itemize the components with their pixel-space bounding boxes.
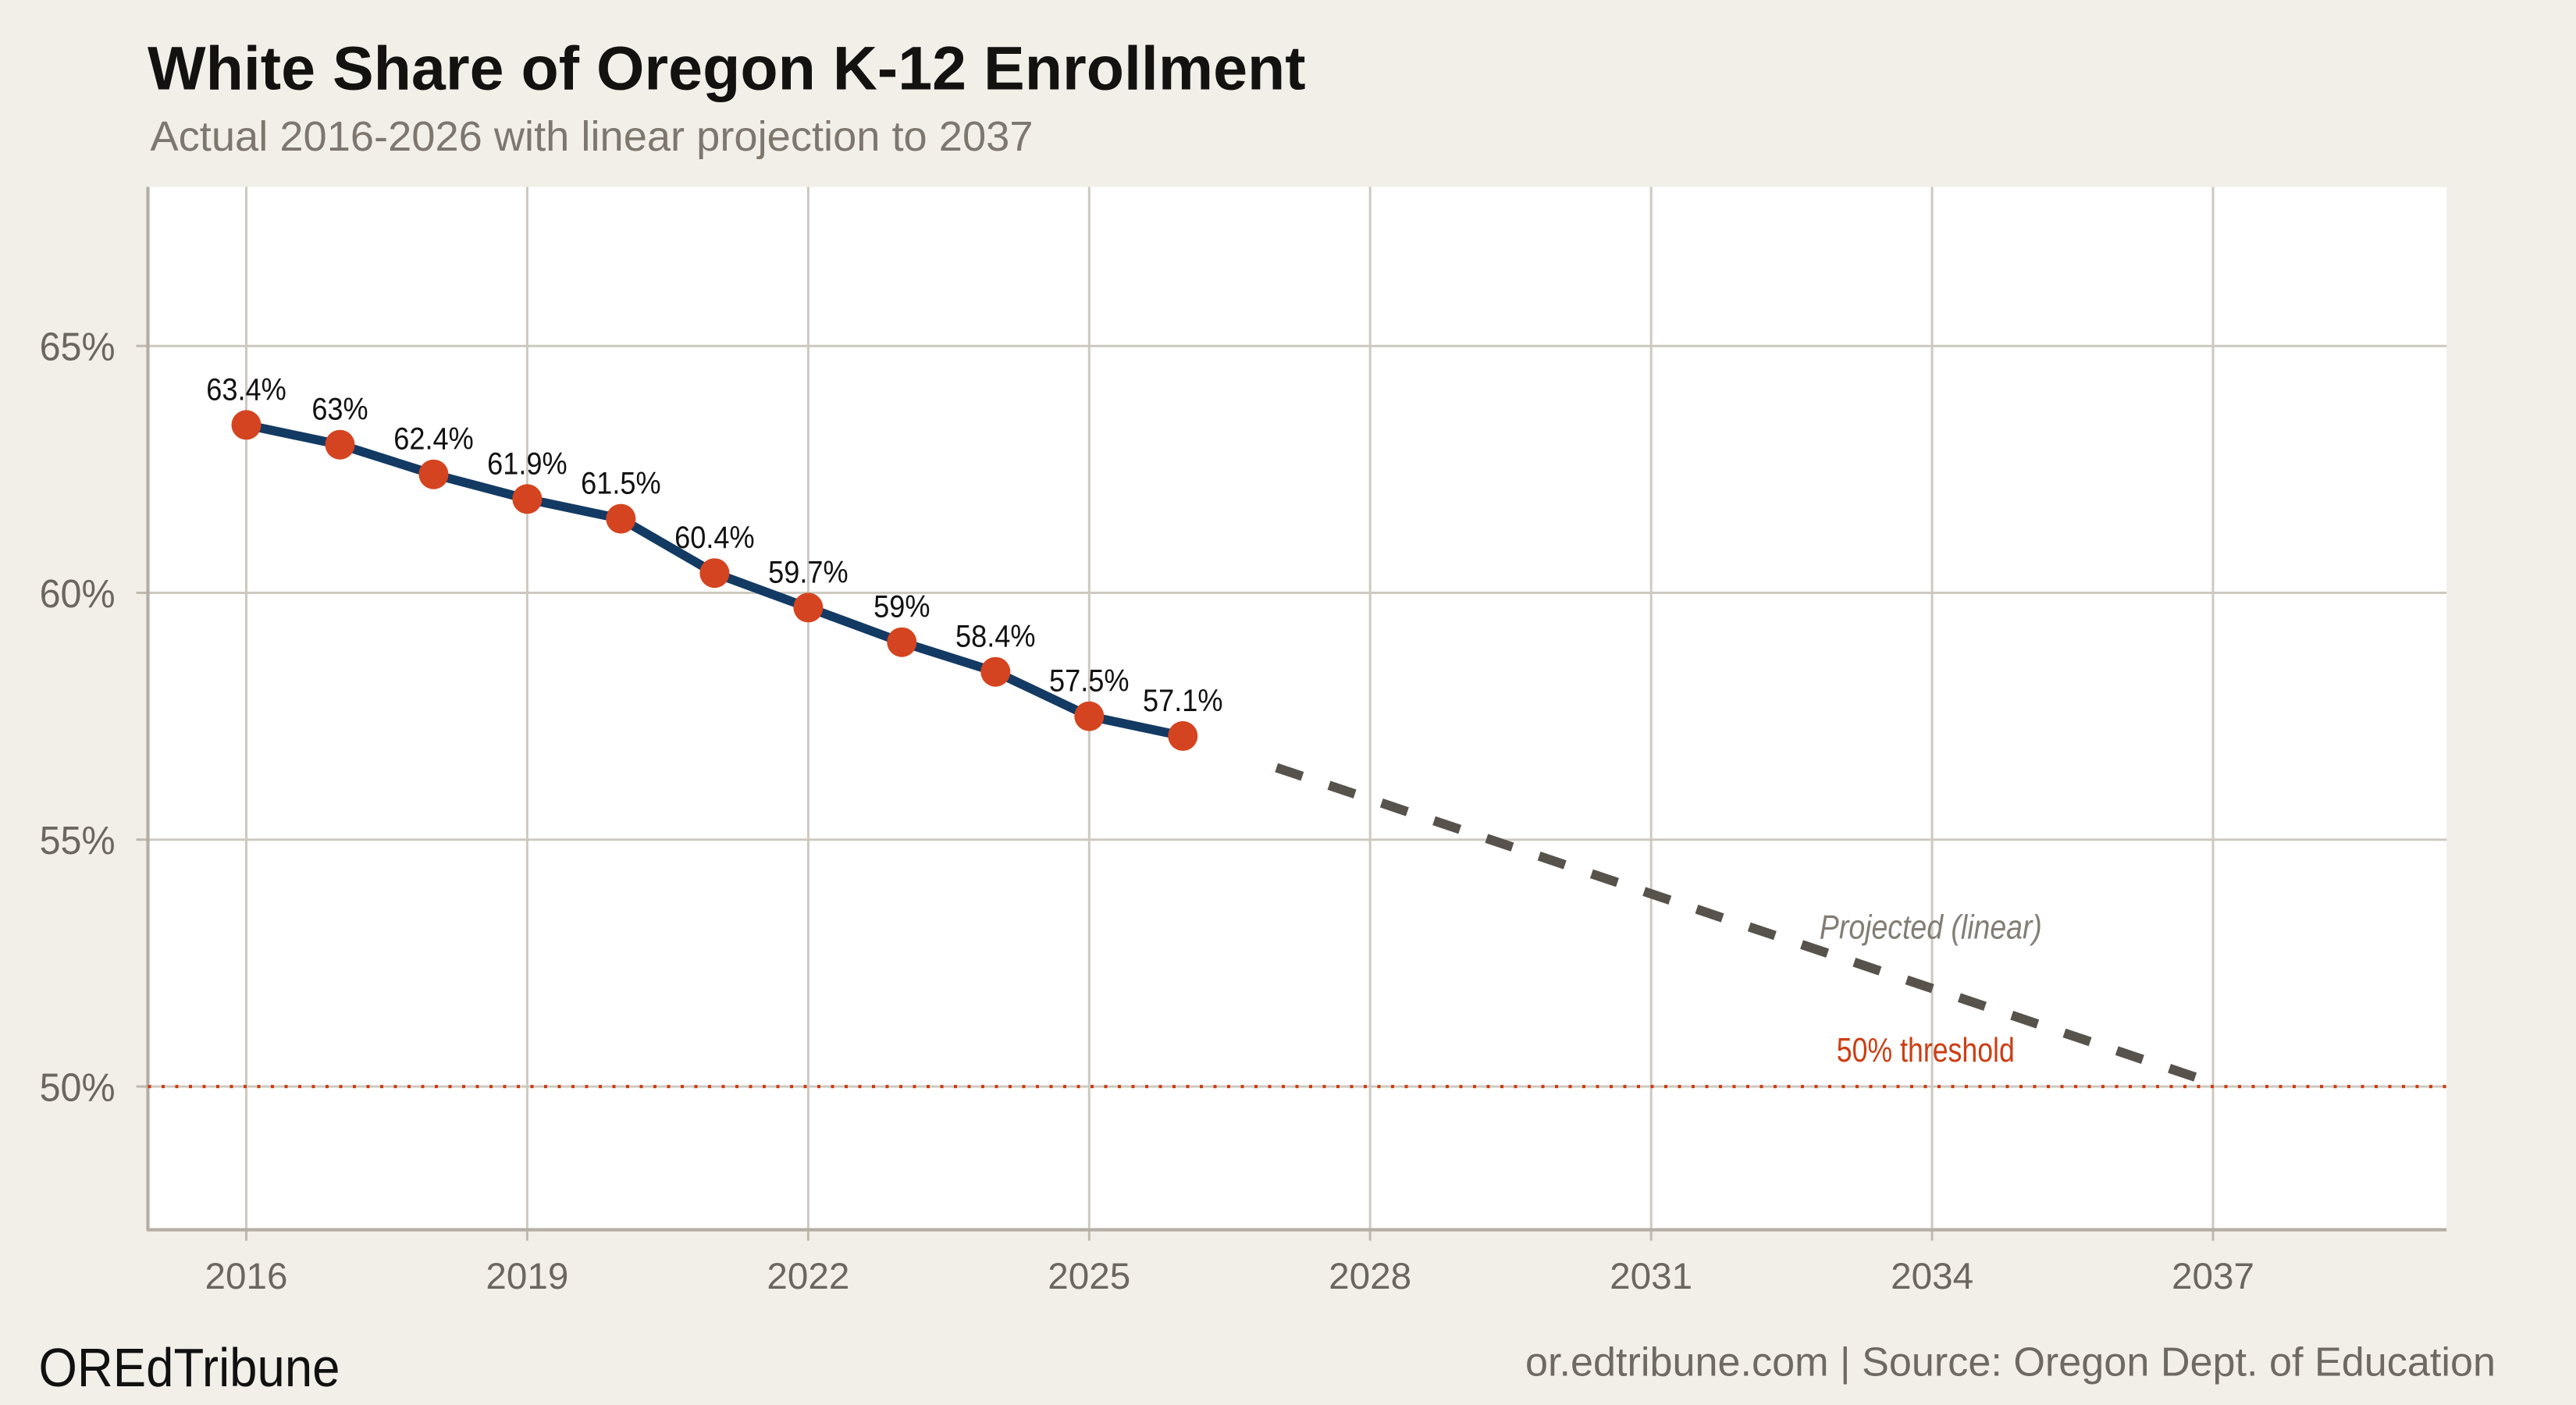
- svg-text:Projected (linear): Projected (linear): [1820, 908, 2042, 946]
- svg-text:59.7%: 59.7%: [768, 555, 849, 589]
- svg-text:2034: 2034: [1891, 1255, 1973, 1297]
- svg-text:2031: 2031: [1610, 1255, 1692, 1297]
- svg-text:55%: 55%: [40, 818, 116, 863]
- svg-text:2022: 2022: [767, 1255, 849, 1297]
- svg-text:2037: 2037: [2172, 1255, 2254, 1297]
- svg-text:2016: 2016: [205, 1255, 288, 1297]
- svg-text:60%: 60%: [40, 571, 116, 616]
- svg-text:60.4%: 60.4%: [674, 521, 755, 555]
- svg-text:58.4%: 58.4%: [955, 620, 1036, 654]
- svg-text:57.1%: 57.1%: [1143, 684, 1223, 718]
- svg-text:2025: 2025: [1048, 1255, 1130, 1297]
- svg-text:2028: 2028: [1329, 1255, 1411, 1297]
- svg-text:59%: 59%: [873, 590, 930, 624]
- svg-text:or.edtribune.com | Source: Ore: or.edtribune.com | Source: Oregon Dept. …: [1525, 1339, 2496, 1385]
- svg-text:61.5%: 61.5%: [581, 467, 661, 501]
- svg-text:White Share of Oregon K-12 Enr: White Share of Oregon K-12 Enrollment: [148, 34, 1306, 103]
- svg-text:61.9%: 61.9%: [487, 446, 568, 481]
- svg-text:65%: 65%: [40, 325, 116, 369]
- svg-text:57.5%: 57.5%: [1049, 664, 1130, 699]
- svg-text:2019: 2019: [486, 1255, 568, 1297]
- svg-text:50% threshold: 50% threshold: [1837, 1031, 2015, 1069]
- svg-text:OREdTribune: OREdTribune: [39, 1337, 340, 1398]
- svg-text:63.4%: 63.4%: [206, 372, 286, 407]
- svg-text:63%: 63%: [311, 393, 368, 427]
- svg-text:50%: 50%: [40, 1065, 116, 1110]
- svg-text:Actual 2016-2026 with linear p: Actual 2016-2026 with linear projection …: [151, 114, 1034, 160]
- svg-text:62.4%: 62.4%: [393, 422, 474, 457]
